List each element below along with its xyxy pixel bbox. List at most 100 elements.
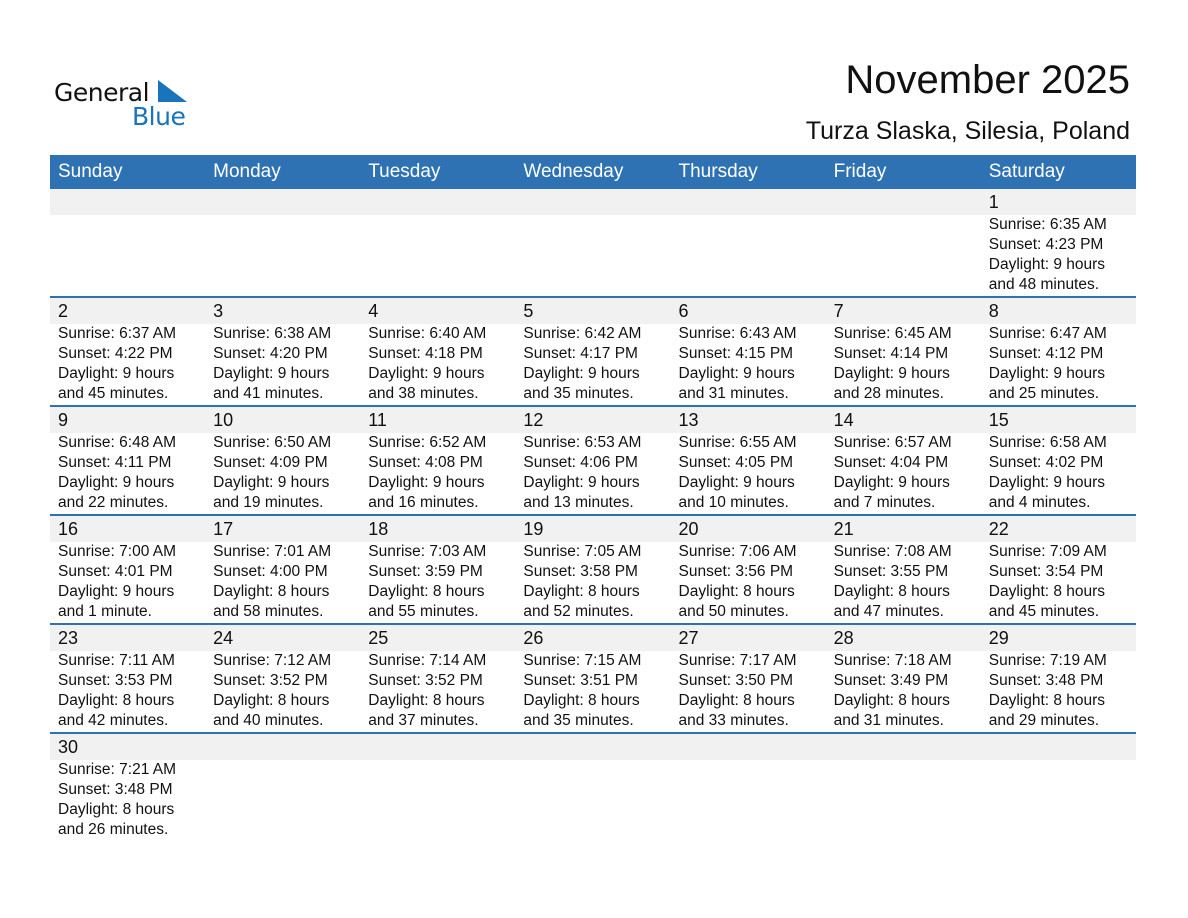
day-cell: 17 Sunrise: 7:01 AM Sunset: 4:00 PM Dayligh… [205, 516, 360, 623]
daylight-text: Daylight: 8 hours [678, 583, 795, 600]
sunrise-text: Sunrise: 7:03 AM [368, 543, 487, 560]
day-cell: 1 Sunrise: 6:35 AM Sunset: 4:23 PM Daylight… [981, 189, 1136, 296]
daylight-minutes-text: and 28 minutes. [833, 385, 944, 402]
daylight-text: Daylight: 9 hours [988, 365, 1106, 382]
daylight-minutes-text: and 40 minutes. [213, 712, 324, 729]
sunset-text: Sunset: 3:55 PM [833, 563, 949, 580]
day-cell: 16 Sunrise: 7:00 AM Sunset: 4:01 PM Dayligh… [50, 516, 205, 623]
daylight-minutes-text: and 52 minutes. [523, 603, 634, 620]
sunset-text: Sunset: 4:02 PM [988, 454, 1104, 471]
sunset-text: Sunset: 4:08 PM [368, 454, 483, 471]
weekday-sunday: Sunday [58, 161, 123, 182]
day-number: 5 [523, 301, 534, 321]
day-cell: 9 Sunrise: 6:48 AM Sunset: 4:11 PM Daylight… [50, 407, 205, 514]
daylight-minutes-text: and 35 minutes. [523, 712, 634, 729]
empty-day-cell [515, 734, 670, 841]
sunrise-text: Sunrise: 7:14 AM [368, 652, 487, 669]
week-row: 30 Sunrise: 7:21 AM Sunset: 3:48 PM Dayligh… [50, 734, 1136, 841]
daylight-text: Daylight: 8 hours [58, 692, 175, 709]
day-cell: 14 Sunrise: 6:57 AM Sunset: 4:04 PM Dayligh… [826, 407, 981, 514]
page-title: November 2025 [845, 58, 1130, 102]
daylight-text: Daylight: 9 hours [368, 474, 485, 491]
sunrise-text: Sunrise: 6:40 AM [368, 325, 487, 342]
sunrise-text: Sunrise: 6:37 AM [58, 325, 177, 342]
weekday-tuesday: Tuesday [368, 161, 441, 182]
day-number: 22 [988, 519, 1009, 539]
day-number: 12 [523, 410, 544, 430]
day-number: 18 [368, 519, 389, 539]
sunrise-text: Sunrise: 6:42 AM [523, 325, 642, 342]
daylight-minutes-text: and 16 minutes. [368, 494, 479, 511]
sunset-text: Sunset: 4:00 PM [213, 563, 328, 580]
day-cell: 24 Sunrise: 7:12 AM Sunset: 3:52 PM Dayligh… [205, 625, 360, 732]
day-number: 6 [678, 301, 689, 321]
day-cell: 4 Sunrise: 6:40 AM Sunset: 4:18 PM Daylight… [360, 298, 515, 405]
day-cell: 2 Sunrise: 6:37 AM Sunset: 4:22 PM Daylight… [50, 298, 205, 405]
day-number: 25 [368, 628, 389, 648]
daylight-minutes-text: and 4 minutes. [988, 494, 1091, 511]
daylight-text: Daylight: 8 hours [988, 583, 1106, 600]
day-cell: 23 Sunrise: 7:11 AM Sunset: 3:53 PM Dayligh… [50, 625, 205, 732]
daylight-minutes-text: and 47 minutes. [833, 603, 944, 620]
logo-text-general: General [54, 78, 150, 107]
daylight-minutes-text: and 13 minutes. [523, 494, 634, 511]
daylight-text: Daylight: 8 hours [523, 583, 640, 600]
daylight-text: Daylight: 9 hours [368, 365, 485, 382]
sunset-text: Sunset: 4:09 PM [213, 454, 328, 471]
sunset-text: Sunset: 4:14 PM [833, 345, 949, 362]
daylight-minutes-text: and 25 minutes. [988, 385, 1100, 402]
empty-day-cell [515, 189, 670, 296]
daylight-text: Daylight: 9 hours [58, 474, 175, 491]
sunset-text: Sunset: 4:12 PM [988, 345, 1104, 362]
day-cell: 13 Sunrise: 6:55 AM Sunset: 4:05 PM Dayligh… [671, 407, 826, 514]
weekday-thursday: Thursday [678, 161, 758, 182]
day-cell: 22 Sunrise: 7:09 AM Sunset: 3:54 PM Dayligh… [981, 516, 1136, 623]
week-row: 9 Sunrise: 6:48 AM Sunset: 4:11 PM Daylight… [50, 407, 1136, 516]
sunrise-text: Sunrise: 6:48 AM [58, 434, 177, 451]
daylight-text: Daylight: 9 hours [213, 474, 330, 491]
sunrise-text: Sunrise: 7:06 AM [678, 543, 797, 560]
empty-day-cell [981, 734, 1136, 841]
week-row: 1 Sunrise: 6:35 AM Sunset: 4:23 PM Daylight… [50, 189, 1136, 298]
day-number: 4 [368, 301, 379, 321]
daylight-text: Daylight: 8 hours [368, 692, 485, 709]
daylight-text: Daylight: 8 hours [833, 583, 950, 600]
daylight-minutes-text: and 1 minute. [58, 603, 152, 620]
week-row: 2 Sunrise: 6:37 AM Sunset: 4:22 PM Daylight… [50, 298, 1136, 407]
daylight-minutes-text: and 22 minutes. [58, 494, 169, 511]
day-number: 1 [988, 192, 999, 212]
sunrise-text: Sunrise: 7:15 AM [523, 652, 642, 669]
daylight-minutes-text: and 48 minutes. [988, 276, 1100, 293]
day-number: 9 [58, 410, 69, 430]
sunset-text: Sunset: 4:01 PM [58, 563, 173, 580]
sunset-text: Sunset: 3:58 PM [523, 563, 638, 580]
sunset-text: Sunset: 4:23 PM [988, 236, 1104, 253]
sunrise-text: Sunrise: 7:00 AM [58, 543, 177, 560]
empty-day-cell [205, 189, 360, 296]
weekday-monday: Monday [213, 161, 281, 182]
day-cell: 27 Sunrise: 7:17 AM Sunset: 3:50 PM Dayligh… [671, 625, 826, 732]
sunrise-text: Sunrise: 6:38 AM [213, 325, 332, 342]
weekday-wednesday: Wednesday [523, 161, 624, 182]
logo-triangle-icon [158, 80, 187, 102]
daylight-text: Daylight: 8 hours [213, 583, 330, 600]
sunset-text: Sunset: 4:05 PM [678, 454, 794, 471]
daylight-minutes-text: and 31 minutes. [678, 385, 789, 402]
daylight-minutes-text: and 10 minutes. [678, 494, 789, 511]
sunset-text: Sunset: 4:11 PM [58, 454, 172, 471]
sunset-text: Sunset: 4:17 PM [523, 345, 638, 362]
weekday-friday: Friday [833, 161, 887, 182]
empty-day-cell [826, 189, 981, 296]
daylight-text: Daylight: 9 hours [988, 256, 1106, 273]
day-number: 24 [213, 628, 234, 648]
sunset-text: Sunset: 4:20 PM [213, 345, 328, 362]
sunset-text: Sunset: 3:48 PM [58, 781, 173, 798]
day-number: 23 [58, 628, 79, 648]
calendar-grid: Sunday Monday Tuesday Wednesday Thursday… [50, 155, 1136, 841]
sunrise-text: Sunrise: 7:01 AM [213, 543, 332, 560]
daylight-text: Daylight: 9 hours [833, 365, 950, 382]
daylight-text: Daylight: 9 hours [58, 583, 175, 600]
day-number: 7 [833, 301, 844, 321]
empty-day-cell [671, 189, 826, 296]
sunrise-text: Sunrise: 6:43 AM [678, 325, 797, 342]
